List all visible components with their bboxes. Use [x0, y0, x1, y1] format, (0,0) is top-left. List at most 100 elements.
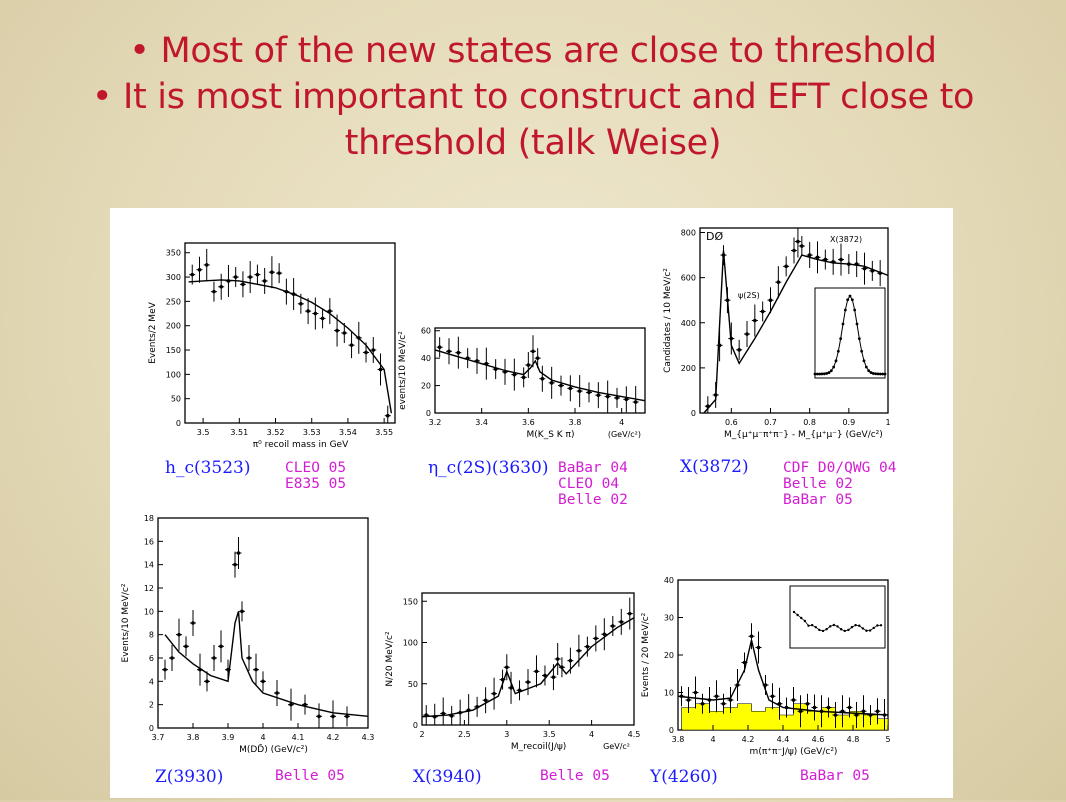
data-point	[861, 252, 868, 285]
marker	[219, 284, 224, 289]
state-label: η_c(2S)(3630)	[428, 458, 548, 478]
data-point	[748, 623, 755, 650]
marker	[385, 413, 390, 418]
marker	[236, 551, 241, 555]
y-tick-label: 14	[144, 561, 154, 570]
marker	[291, 292, 296, 296]
marker	[812, 705, 817, 710]
marker	[534, 669, 539, 674]
state-label: X(3940)	[413, 767, 482, 787]
state-label: h_c(3523)	[165, 458, 251, 478]
plots-panel: 3.5 3.51 3.52 3.53 3.54 3.55 0 50 100 150 200 250 30…	[110, 208, 953, 798]
marker	[458, 710, 462, 715]
marker	[847, 262, 851, 266]
marker	[320, 316, 325, 321]
experiment-label: E835 05	[285, 476, 346, 492]
x-tick-label: 4.2	[327, 733, 340, 742]
data-point	[533, 655, 540, 688]
marker	[792, 248, 796, 253]
y-tick-label: 100	[403, 639, 418, 648]
y-tick-label: 800	[681, 229, 696, 238]
marker	[725, 298, 730, 302]
x3872-inset	[813, 287, 887, 379]
data-point	[704, 396, 711, 413]
bullet-1: • Most of the new states are close to th…	[129, 31, 937, 71]
data-point	[860, 695, 867, 728]
inset-point	[883, 372, 887, 376]
marker	[776, 280, 781, 284]
data-point	[783, 256, 790, 277]
data-point	[783, 697, 790, 718]
marker	[679, 694, 684, 699]
data-point	[567, 375, 574, 402]
data-point	[853, 702, 860, 728]
data-point	[288, 688, 294, 721]
data-point	[712, 381, 719, 408]
data-point	[554, 643, 561, 675]
marker	[493, 367, 498, 371]
data-point	[326, 298, 333, 325]
marker	[378, 367, 383, 372]
x-tick-label: 4	[260, 733, 265, 742]
marker	[212, 289, 216, 294]
data-point	[794, 228, 801, 258]
x-tick-label: 2.5	[458, 730, 471, 739]
marker	[577, 648, 581, 653]
data-point	[246, 645, 252, 671]
y-tick-label: 10	[144, 607, 154, 616]
data-point	[736, 339, 743, 360]
marker	[800, 244, 804, 248]
data-point	[618, 608, 625, 635]
marker	[484, 361, 489, 366]
data-point	[436, 337, 443, 358]
marker	[270, 270, 274, 274]
data-point	[344, 706, 350, 727]
data-point	[609, 616, 616, 636]
marker	[212, 656, 216, 660]
marker	[615, 396, 619, 400]
marker	[328, 309, 332, 313]
marker	[594, 636, 598, 641]
experiment-label: BaBar 05	[783, 492, 853, 508]
y-tick-label: 400	[681, 319, 696, 328]
marker	[521, 375, 526, 380]
data-point	[297, 293, 304, 314]
data-point	[455, 336, 462, 369]
data-point	[283, 278, 290, 305]
data-point	[769, 683, 776, 710]
marker	[261, 679, 265, 684]
x-tick-label: 4	[710, 735, 715, 744]
data-point	[190, 610, 196, 636]
marker	[753, 318, 757, 323]
marker	[721, 253, 726, 257]
marker	[854, 262, 859, 266]
data-point	[825, 697, 832, 718]
marker	[839, 257, 843, 262]
marker	[568, 386, 573, 391]
data-point	[499, 669, 506, 690]
data-point	[558, 657, 565, 678]
plot-annotation: ψ(2S)	[738, 291, 760, 300]
data-point	[811, 694, 818, 721]
data-point	[334, 314, 341, 347]
data-point	[830, 248, 837, 275]
data-point	[260, 671, 266, 692]
data-point	[713, 680, 720, 713]
marker	[277, 271, 281, 275]
marker	[540, 376, 545, 381]
marker	[306, 309, 310, 313]
data-point	[874, 698, 881, 725]
marker	[735, 683, 740, 687]
data-point	[210, 281, 217, 302]
data-point	[176, 618, 182, 651]
bullet-2-continued: threshold (talk Weise)	[344, 123, 722, 163]
x-tick-label: 2	[419, 730, 424, 739]
x-axis-label: M(K_S K π)	[527, 430, 575, 440]
marker	[819, 709, 824, 714]
fit-curve	[677, 639, 889, 716]
marker	[568, 658, 573, 663]
data-point	[845, 254, 852, 275]
y-tick-label: 12	[144, 584, 154, 593]
x-tick-label: 4.6	[812, 735, 825, 744]
data-point	[699, 693, 706, 714]
